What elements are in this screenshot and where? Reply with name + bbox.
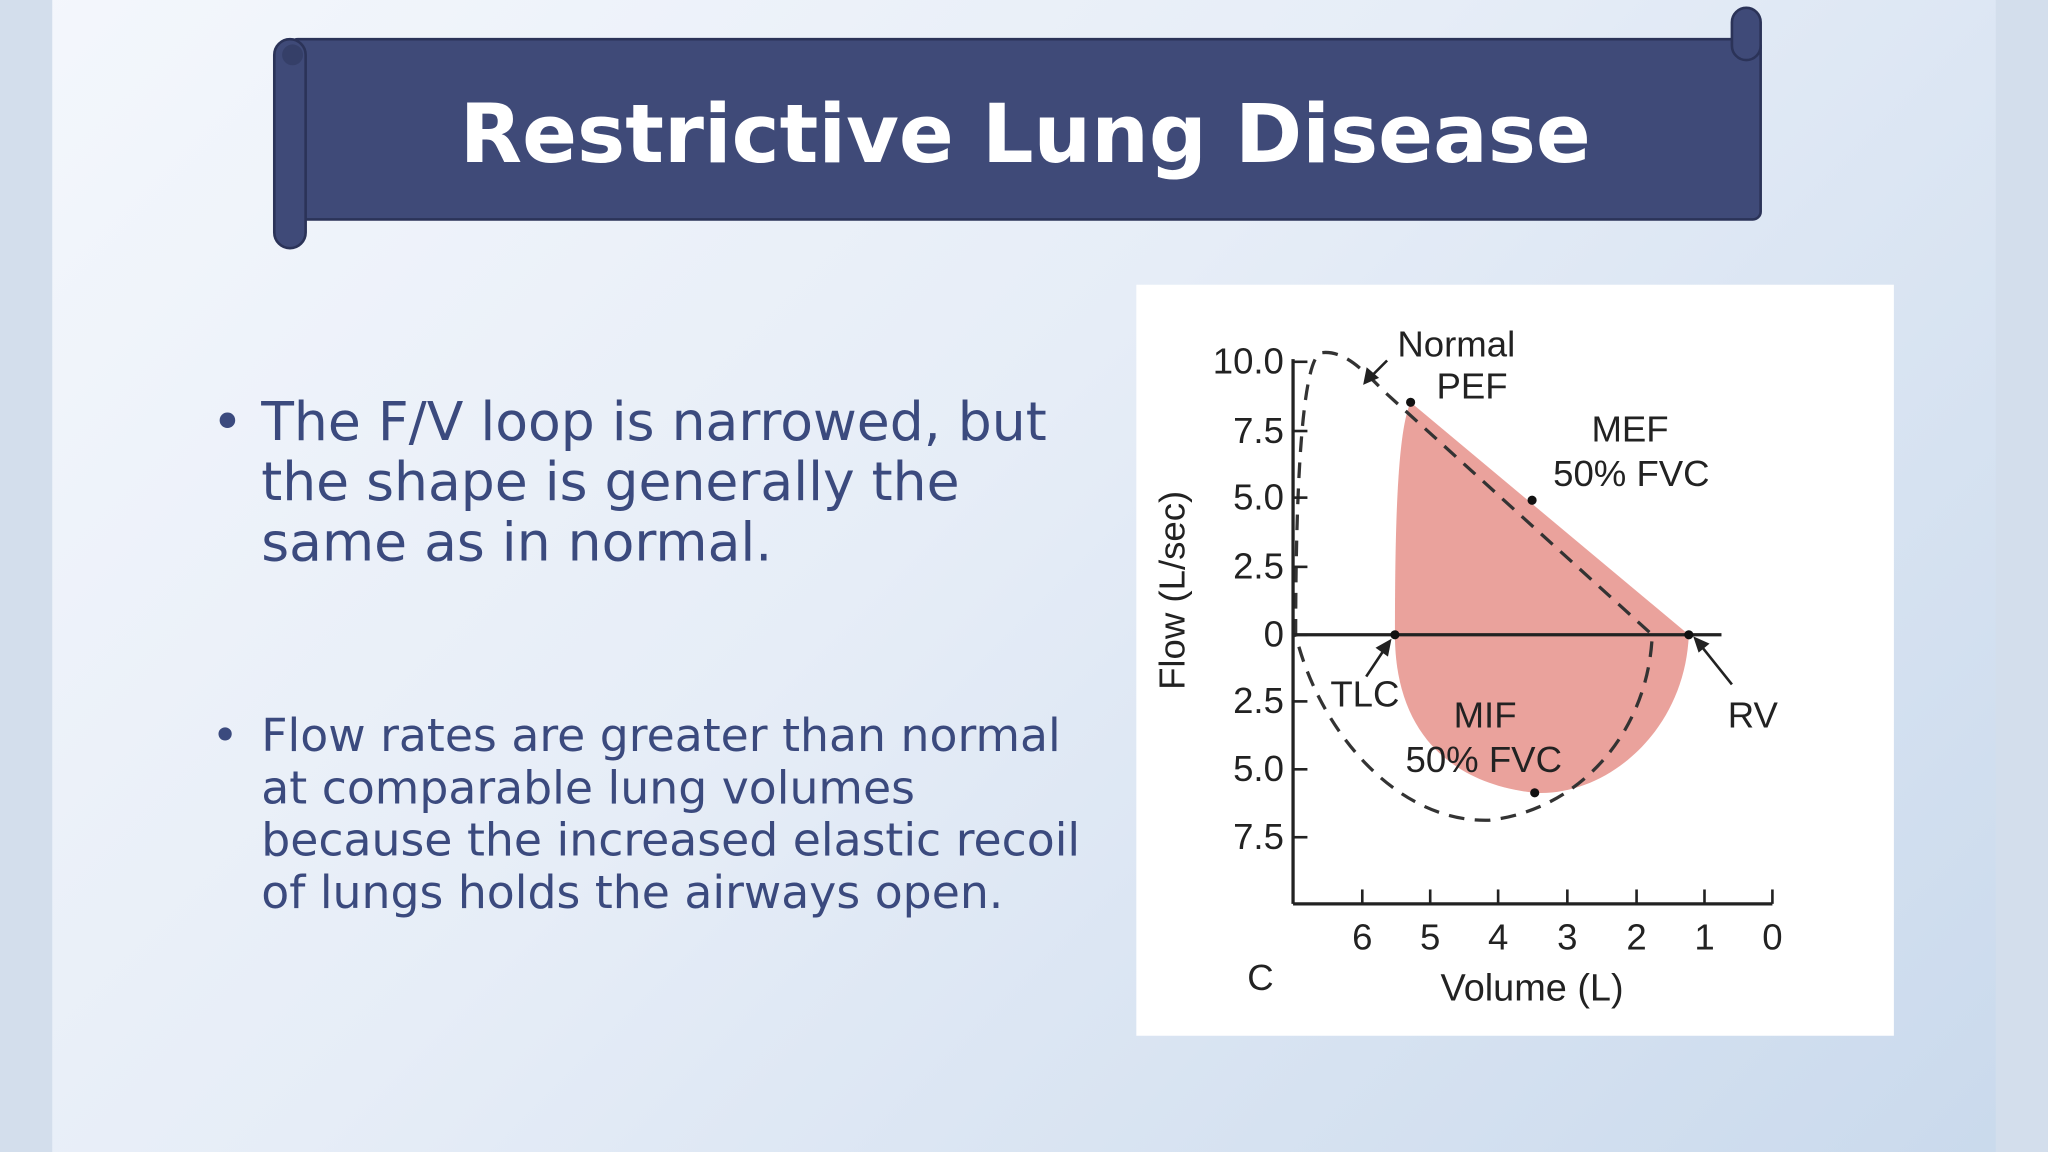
y-tick-label: 7.5 xyxy=(1233,816,1284,857)
y-tick-label: 5.0 xyxy=(1233,476,1284,517)
y-tick-label: 2.5 xyxy=(1233,680,1284,721)
panel-label: C xyxy=(1247,957,1273,998)
bullet: • Flow rates are greater than normal at c… xyxy=(211,710,1081,920)
axes xyxy=(1291,359,1773,906)
annotation: TLC xyxy=(1330,674,1399,715)
normal-loop xyxy=(1294,351,1654,822)
annotation: 50% FVC xyxy=(1406,739,1562,780)
x-tick-label: 0 xyxy=(1762,917,1782,958)
y-tick-label: 10.0 xyxy=(1213,341,1284,382)
slide-title: Restrictive Lung Disease xyxy=(460,88,1591,182)
y-tick-label: 5.0 xyxy=(1233,748,1284,789)
annotation: MEF xyxy=(1591,408,1668,449)
banner xyxy=(272,6,1762,250)
bullet: • The F/V loop is narrowed, but the shape… xyxy=(211,390,1047,574)
x-axis-label: Volume (L) xyxy=(1441,967,1624,1009)
x-tick-label: 6 xyxy=(1352,917,1372,958)
restrictive-loop xyxy=(1394,402,1689,793)
y-tick-label: 0 xyxy=(1264,614,1284,655)
x-tick-label: 1 xyxy=(1694,917,1714,958)
annotation: Normal xyxy=(1397,324,1515,365)
y-tick-label: 7.5 xyxy=(1233,410,1284,451)
x-ticks xyxy=(1360,889,1774,904)
x-tick-label: 3 xyxy=(1557,917,1577,958)
y-axis-label: Flow (L/sec) xyxy=(1152,491,1193,690)
x-tick-label: 5 xyxy=(1420,917,1440,958)
slide-edge xyxy=(0,0,53,1152)
points xyxy=(1390,397,1694,798)
annotation: MIF xyxy=(1454,695,1517,736)
x-tick-label: 2 xyxy=(1626,917,1646,958)
annotation: 50% FVC xyxy=(1553,453,1709,494)
annotation: PEF xyxy=(1436,365,1507,406)
annotation: RV xyxy=(1728,695,1779,736)
y-tick-label: 2.5 xyxy=(1233,546,1284,587)
y-ticks xyxy=(1293,360,1308,839)
arrows xyxy=(1363,359,1733,686)
bullet-text: The F/V loop is narrowed, but the shape … xyxy=(261,390,1047,574)
slide-edge xyxy=(1995,0,2048,1152)
bullet-text: Flow rates are greater than normal at co… xyxy=(261,710,1081,920)
x-tick-label: 4 xyxy=(1488,917,1508,958)
